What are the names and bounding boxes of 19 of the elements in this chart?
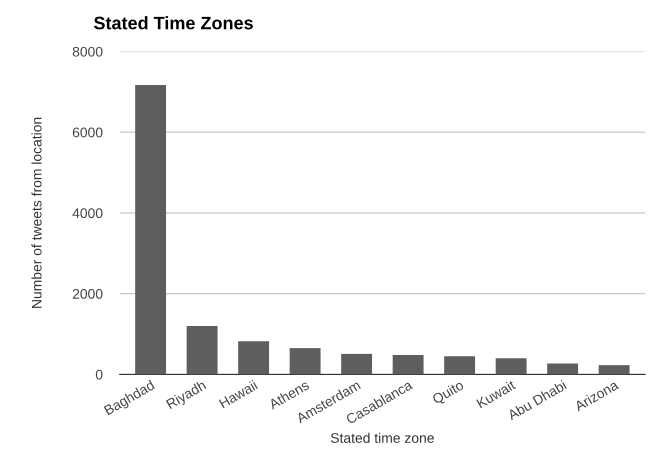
bar bbox=[496, 358, 527, 374]
bar bbox=[290, 348, 321, 374]
y-tick-label: 0 bbox=[96, 370, 102, 380]
bar bbox=[547, 364, 578, 374]
bar bbox=[135, 84, 166, 374]
bar bbox=[341, 354, 372, 374]
y-tick-label: 8000 bbox=[72, 46, 102, 57]
y-tick-label: 4000 bbox=[72, 208, 102, 218]
bar bbox=[392, 355, 424, 374]
bar bbox=[186, 326, 218, 374]
y-tick-label: 6000 bbox=[72, 128, 102, 138]
y-axis-title: Number of tweets from location bbox=[31, 118, 42, 308]
chart-title: Stated Time Zones bbox=[94, 16, 253, 30]
bar bbox=[444, 356, 476, 374]
bar bbox=[598, 365, 630, 374]
bar bbox=[238, 341, 270, 374]
x-tick-label: Quito bbox=[431, 380, 466, 407]
y-tick-label: 2000 bbox=[72, 289, 102, 299]
x-axis-title: Stated time zone bbox=[330, 432, 434, 443]
